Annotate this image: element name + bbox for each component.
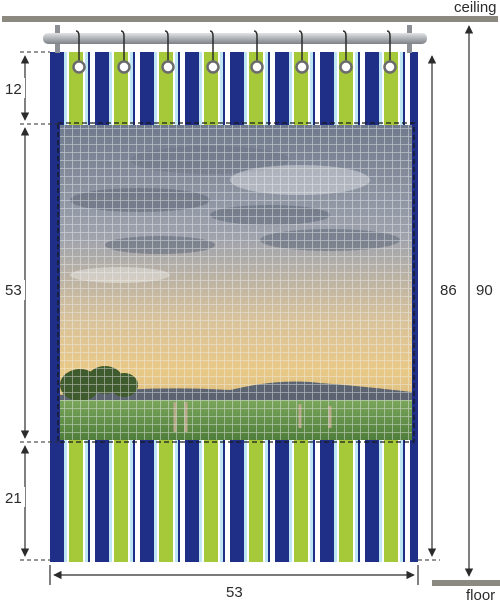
window-height-dimension: 53	[5, 282, 22, 299]
curtain-hook-icon	[253, 30, 258, 66]
ceiling-label: ceiling	[454, 0, 497, 16]
grommet-ring-icon	[339, 60, 353, 74]
curtain-hook-icon	[298, 30, 303, 66]
curtain-hook-icon	[209, 30, 214, 66]
curtain-hook-icon	[342, 30, 347, 66]
curtain-width-dimension: 53	[226, 584, 243, 601]
curtain-hook-icon	[386, 30, 391, 66]
grommet-ring-icon	[383, 60, 397, 74]
curtain-hook-icon	[75, 30, 80, 66]
curtain-length-dimension: 86	[440, 282, 457, 299]
window-outline	[57, 122, 415, 443]
window-view	[57, 122, 415, 443]
curtain-hook-icon	[120, 30, 125, 66]
grommet-ring-icon	[161, 60, 175, 74]
window-mesh-icon	[60, 125, 412, 440]
curtain-hook-icon	[164, 30, 169, 66]
curtain-stripe	[410, 52, 418, 562]
top-band-dimension: 12	[5, 81, 22, 98]
curtain-rod-icon	[43, 25, 427, 74]
grommet-ring-icon	[295, 60, 309, 74]
floor-label: floor	[466, 587, 495, 604]
ceiling-to-floor-dimension: 90	[476, 282, 493, 299]
reference-lines	[20, 51, 440, 561]
grommet-ring-icon	[206, 60, 220, 74]
floor-line	[432, 580, 500, 586]
bottom-band-dimension: 21	[5, 490, 22, 507]
grommet-ring-icon	[72, 60, 86, 74]
grommet-ring-icon	[117, 60, 131, 74]
ceiling-line	[2, 16, 498, 22]
grommet-ring-icon	[250, 60, 264, 74]
